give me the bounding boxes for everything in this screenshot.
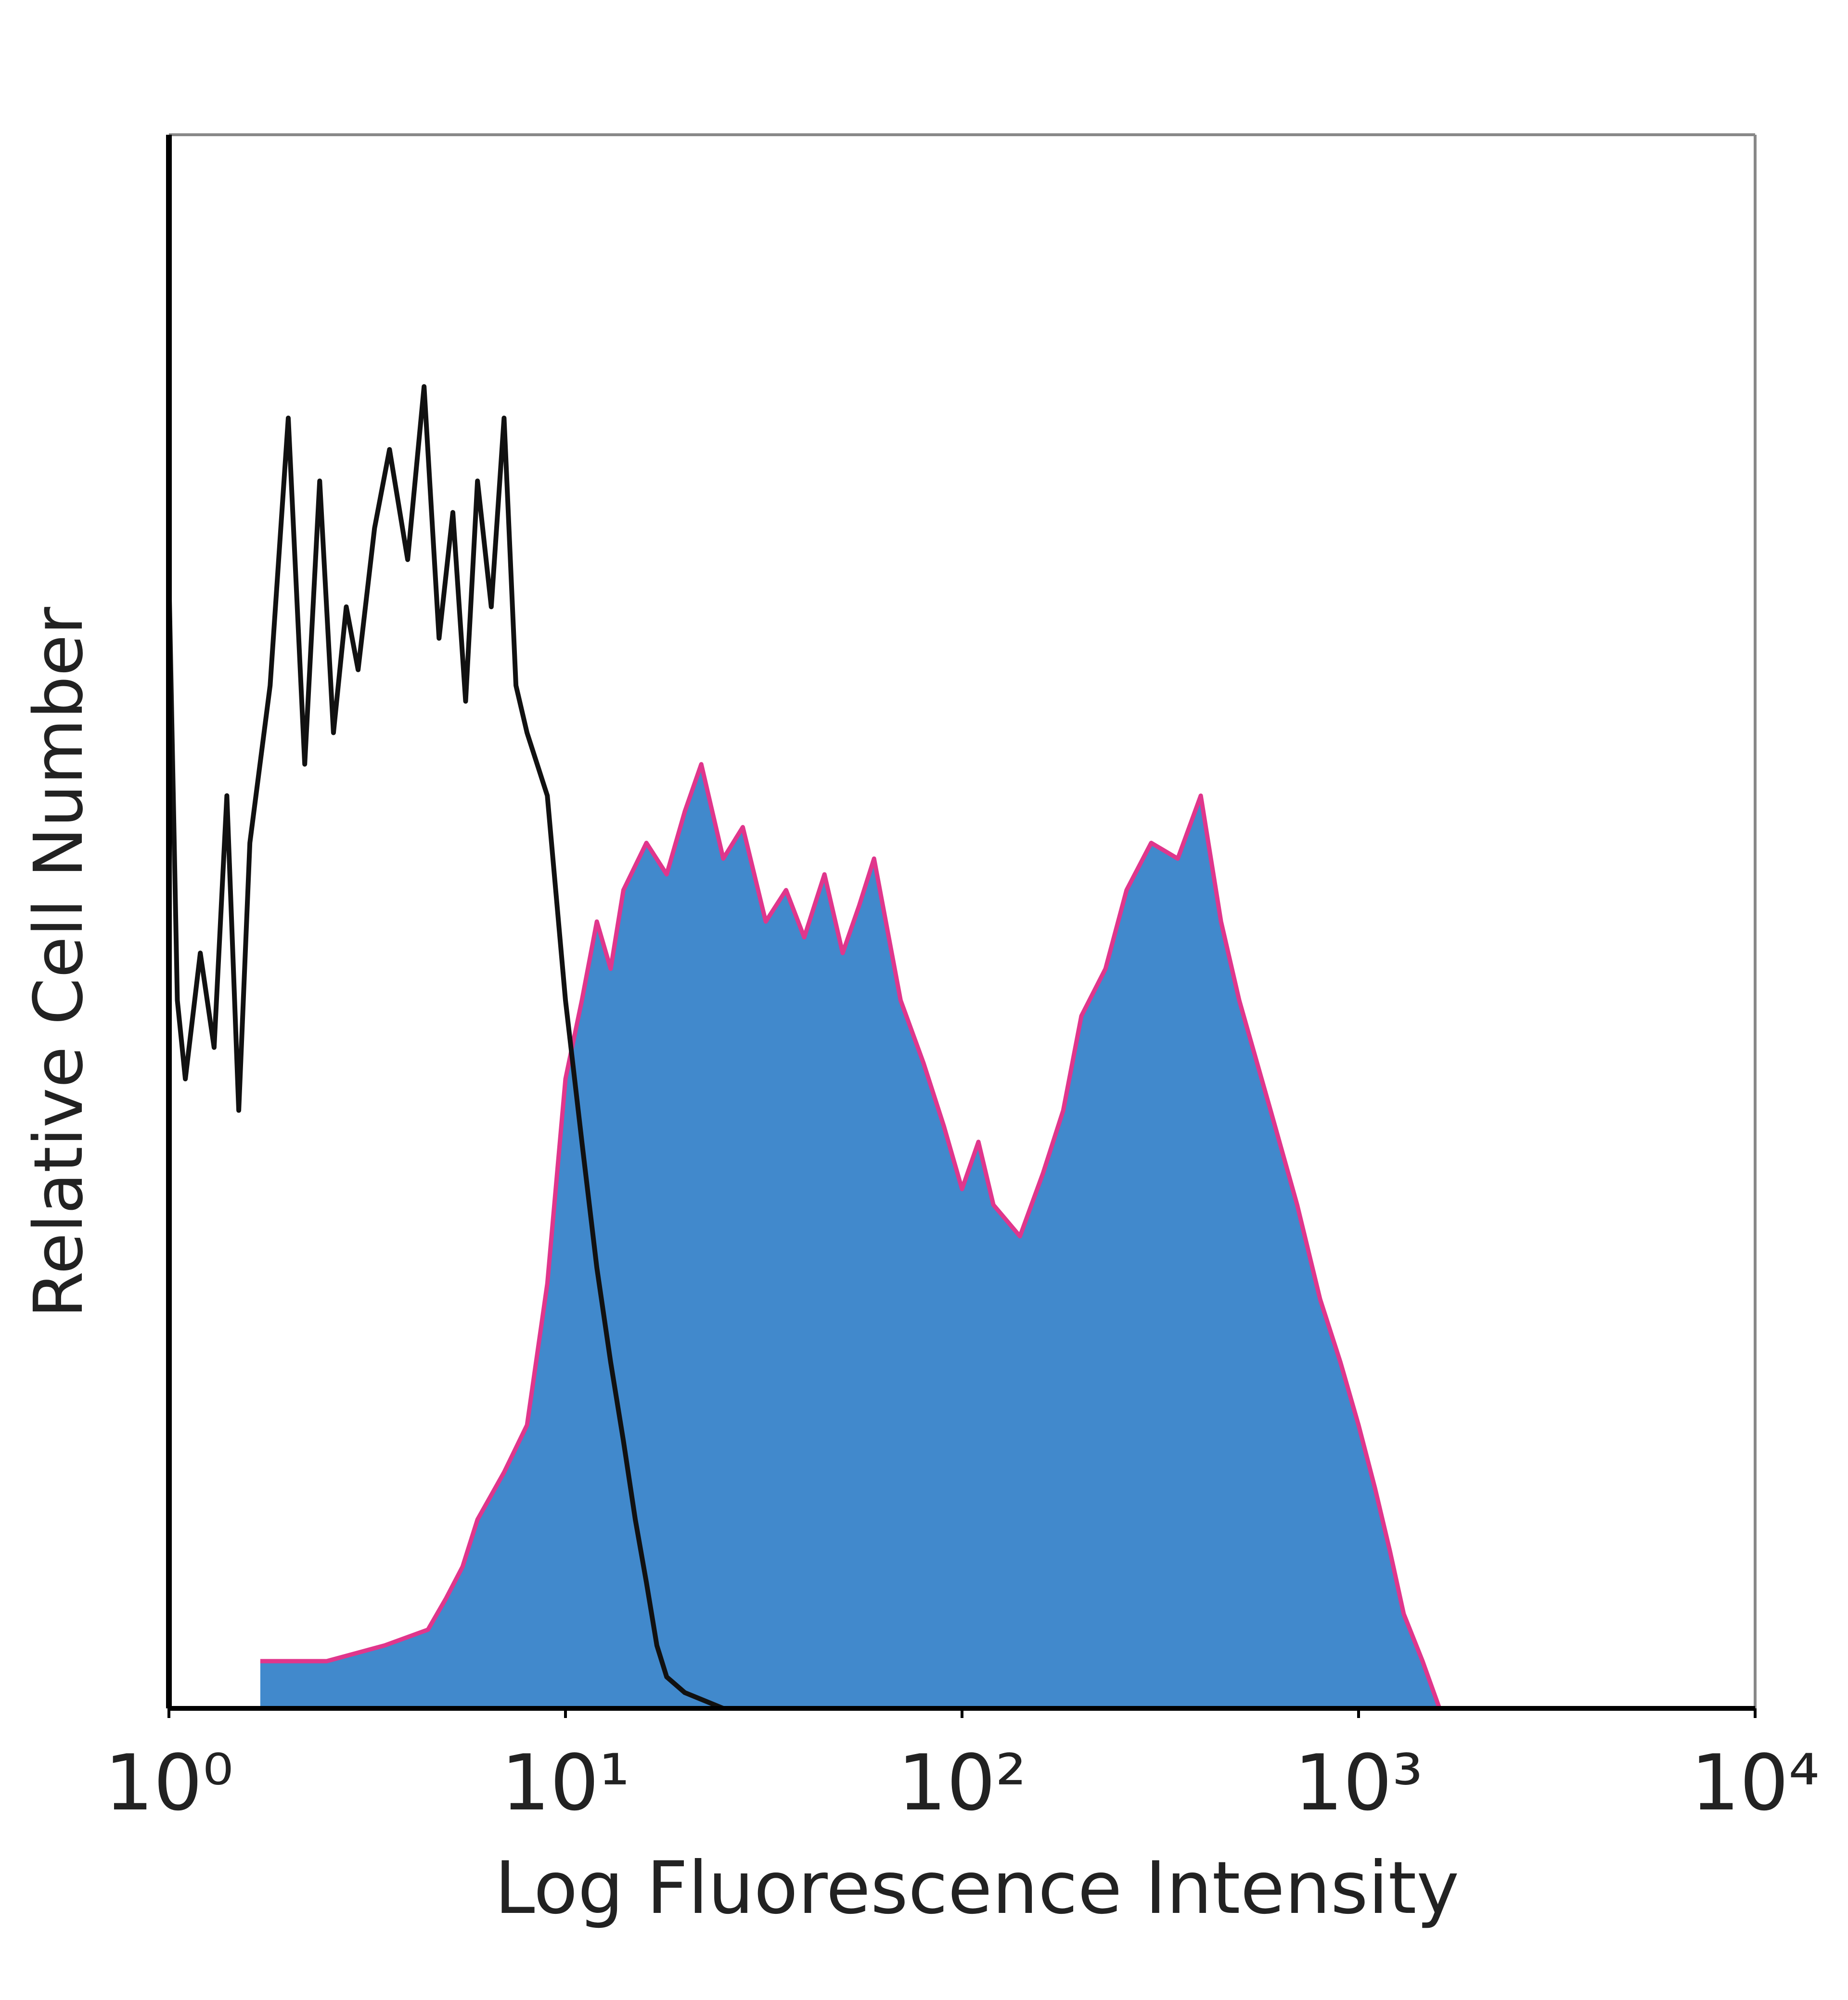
series-line: [167, 384, 1755, 1711]
area-fill: [260, 764, 1440, 1708]
x-tick-label: 10⁰: [104, 1738, 233, 1828]
x-axis-label: Log Fluorescence Intensity: [495, 1846, 1459, 1930]
x-tick-label: 10⁴: [1691, 1738, 1820, 1828]
x-tick-label: 10³: [1294, 1738, 1423, 1828]
x-tick-label: 10²: [898, 1738, 1027, 1828]
y-axis-label: Relative Cell Number: [20, 607, 98, 1318]
series-line: [260, 762, 1442, 1709]
x-tick-label: 10¹: [501, 1738, 630, 1828]
